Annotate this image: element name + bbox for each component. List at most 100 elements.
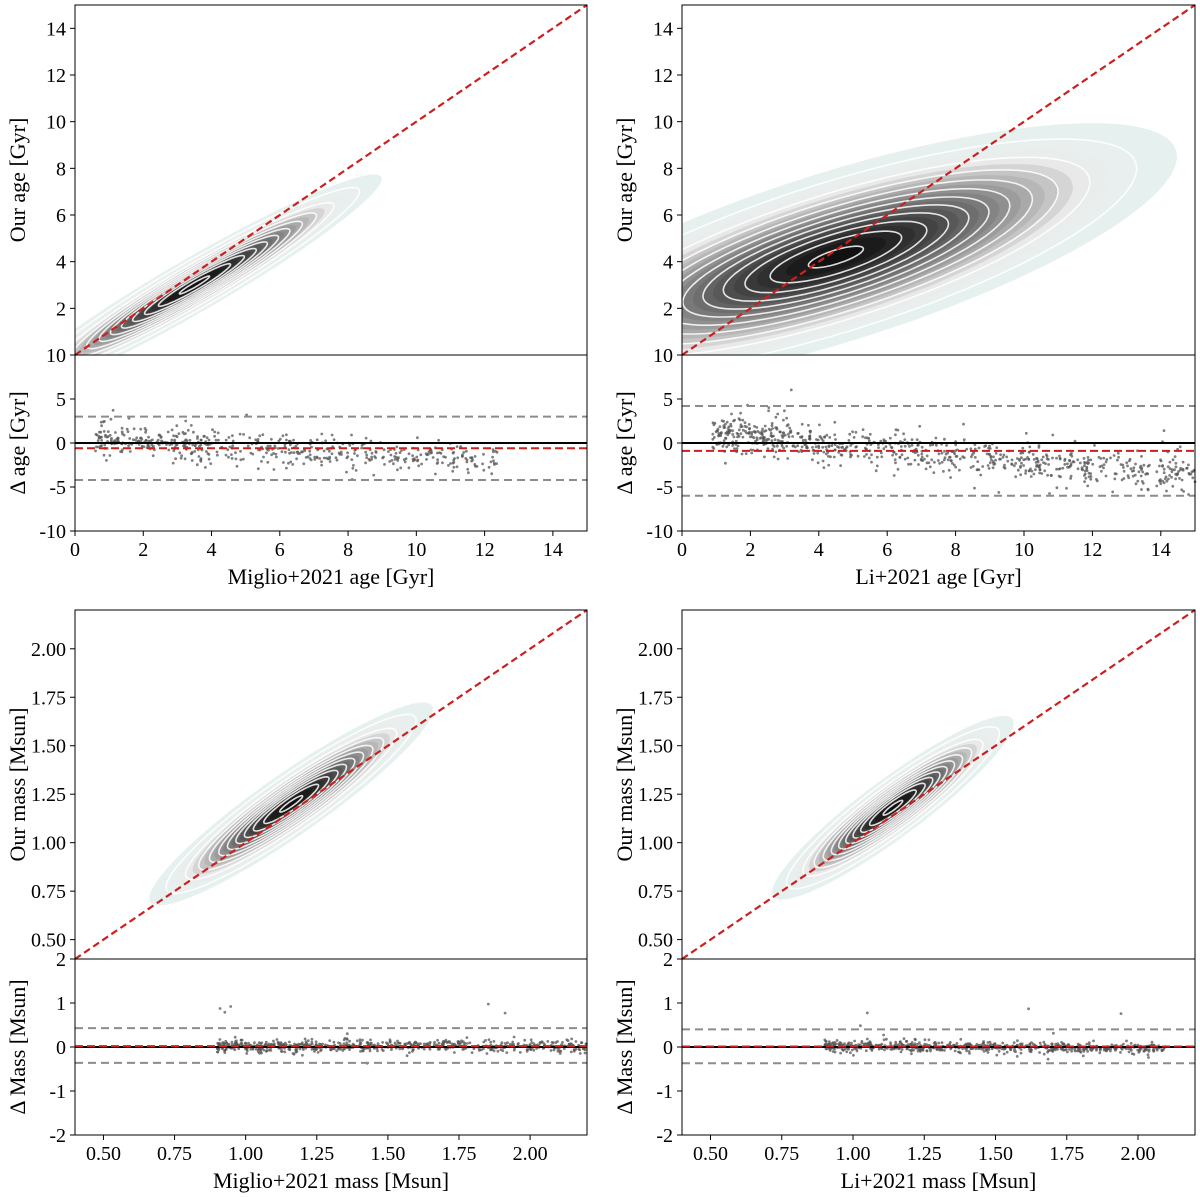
residual-point <box>867 456 871 460</box>
residual-point <box>167 448 171 452</box>
residual-point <box>940 1048 944 1052</box>
residual-point <box>235 464 239 468</box>
residual-point <box>923 1042 927 1046</box>
residual-point <box>365 453 369 457</box>
residual-point <box>973 447 977 451</box>
residual-point <box>928 443 932 447</box>
residual-scatter-mass-miglio <box>215 1002 588 1065</box>
residual-point <box>811 458 814 462</box>
residual-point <box>465 449 468 453</box>
residual-point <box>975 1042 979 1046</box>
residual-point <box>230 1040 234 1044</box>
residual-point <box>735 447 739 451</box>
residual-point <box>1019 1048 1023 1051</box>
y-tick-label: 14 <box>653 18 673 40</box>
residual-point <box>166 430 170 434</box>
residual-point <box>491 450 495 454</box>
residual-point <box>1066 1050 1069 1054</box>
residual-point <box>839 1041 843 1045</box>
residual-point <box>852 1053 855 1057</box>
residual-point <box>725 445 729 449</box>
y-tick-label: -2 <box>49 1125 66 1147</box>
residual-point <box>952 463 956 467</box>
residual-point <box>739 411 742 415</box>
residual-point <box>402 458 406 462</box>
residual-point <box>425 458 428 461</box>
residual-point <box>456 1040 460 1044</box>
residual-point <box>833 1050 837 1054</box>
residual-point <box>782 446 786 450</box>
residual-point <box>274 452 278 456</box>
residual-point <box>197 455 201 458</box>
residual-point <box>373 455 376 458</box>
residual-point <box>261 433 265 436</box>
residual-point <box>987 467 991 470</box>
residual-point <box>743 421 747 425</box>
x-tick-label: 1.00 <box>228 1143 263 1165</box>
residual-point <box>1032 458 1036 461</box>
residual-point <box>496 1049 500 1053</box>
residual-point <box>755 426 759 429</box>
residual-point <box>772 445 776 448</box>
residual-point <box>1058 457 1062 461</box>
residual-point <box>436 458 439 461</box>
residual-point <box>1015 1055 1019 1058</box>
residual-point <box>330 433 334 437</box>
residual-point <box>293 1042 296 1046</box>
residual-point <box>396 468 399 472</box>
residual-point <box>736 444 740 448</box>
residual-point <box>1109 456 1112 460</box>
residual-point <box>552 1048 556 1052</box>
residual-point <box>711 437 715 441</box>
residual-point <box>767 409 770 413</box>
residual-point <box>1171 484 1175 488</box>
residual-point <box>1150 1040 1154 1044</box>
residual-point <box>401 1047 404 1051</box>
residual-point <box>851 430 854 434</box>
residual-point <box>566 1039 570 1042</box>
residual-point <box>487 1038 491 1041</box>
residual-point <box>120 426 124 430</box>
residual-point <box>834 438 837 441</box>
residual-point <box>1031 1042 1035 1046</box>
residual-point <box>773 438 777 442</box>
residual-point <box>1076 467 1080 471</box>
residual-point <box>376 1049 379 1053</box>
residual-point <box>480 1048 483 1052</box>
residual-point <box>1058 454 1061 458</box>
residual-point <box>394 451 398 455</box>
residual-point <box>875 455 879 459</box>
residual-point <box>827 454 830 458</box>
residual-point <box>390 459 394 462</box>
residual-point <box>489 1040 493 1044</box>
residual-point <box>268 444 272 448</box>
residual-point <box>958 457 962 461</box>
residual-point <box>239 449 242 453</box>
residual-point <box>1087 461 1090 465</box>
residual-point <box>880 455 884 459</box>
residual-point <box>94 432 98 436</box>
residual-point <box>258 434 262 438</box>
density-contour <box>178 275 211 295</box>
residual-point <box>711 445 715 449</box>
residual-point <box>231 434 234 437</box>
residual-point <box>346 451 349 455</box>
residual-point <box>905 1047 909 1051</box>
x-tick-label: 2 <box>138 539 148 561</box>
residual-point <box>903 438 907 441</box>
residual-point <box>1122 469 1126 473</box>
residual-point <box>833 420 837 424</box>
residual-point <box>997 1049 1001 1053</box>
residual-point <box>747 423 751 426</box>
residual-point <box>334 456 338 460</box>
residual-point <box>1055 456 1058 460</box>
residual-point <box>419 453 423 457</box>
residual-point <box>828 1042 832 1045</box>
residual-point <box>1137 1050 1141 1054</box>
residual-point <box>234 457 238 461</box>
residual-point <box>216 431 220 435</box>
residual-point <box>508 1042 512 1046</box>
residual-point <box>988 453 991 456</box>
residual-point <box>482 468 486 472</box>
residual-point <box>1040 458 1044 462</box>
